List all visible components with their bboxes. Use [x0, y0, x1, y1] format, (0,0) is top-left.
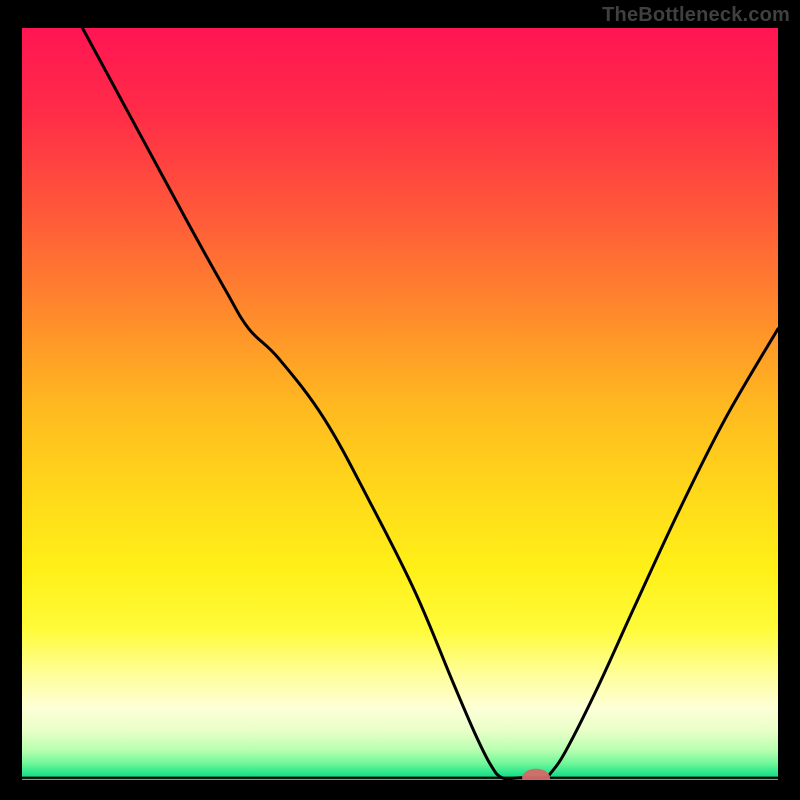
watermark-text: TheBottleneck.com: [602, 4, 790, 27]
plot-area: [22, 28, 778, 780]
chart-container: TheBottleneck.com: [0, 0, 800, 800]
chart-svg: [22, 28, 778, 780]
gradient-background: [22, 28, 778, 780]
